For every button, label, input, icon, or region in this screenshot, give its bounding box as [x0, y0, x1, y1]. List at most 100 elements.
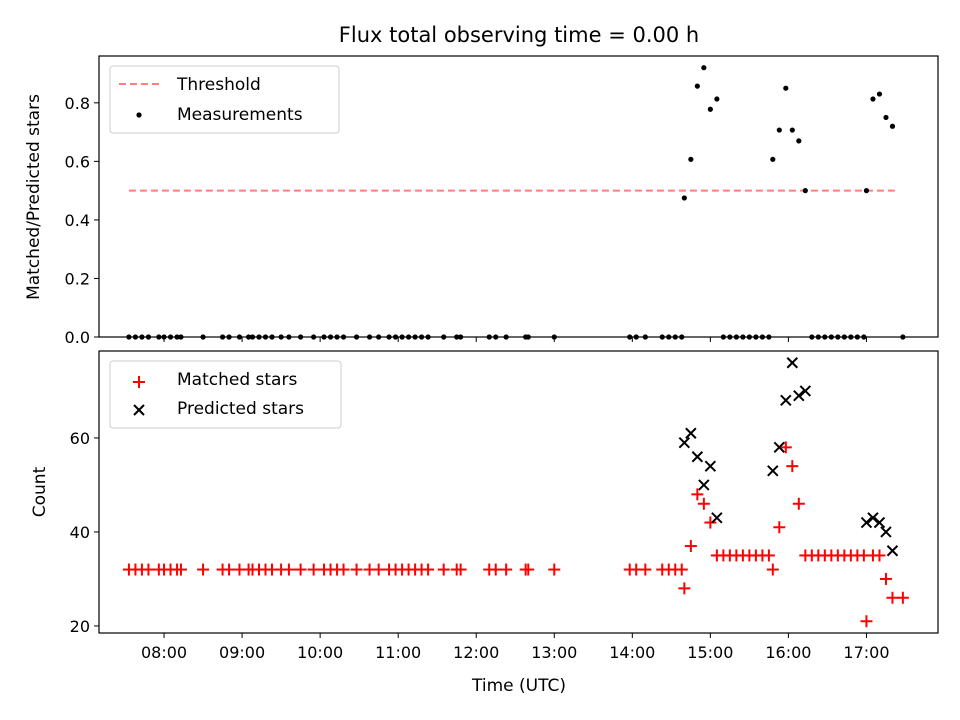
- matched-star-point: [307, 563, 320, 576]
- predicted-star-point: [786, 357, 799, 369]
- top-y-tick-label: 0.6: [65, 152, 90, 171]
- bottom-axes: 20 40 60 08:00 09:00 10:00 11:00 12:00 13:00 14:…: [30, 350, 939, 696]
- predicted-x-b: [678, 436, 691, 449]
- x-tick-label: 08:00: [141, 643, 187, 662]
- measurement-point: [694, 83, 700, 89]
- matched-star-point: [896, 591, 909, 604]
- predicted-x-b: [773, 441, 786, 454]
- legend-matched-swatch: [133, 376, 145, 388]
- legend-predicted-label: Predicted stars: [177, 399, 304, 419]
- matched-star-point: [350, 563, 363, 576]
- bottom-y-tick-label: 60: [70, 429, 90, 448]
- measurement-point: [688, 156, 694, 162]
- measurement-point: [707, 106, 713, 112]
- predicted-star-point: [886, 545, 899, 557]
- top-axes-frame: [98, 55, 939, 338]
- predicted-star-point: [867, 512, 879, 524]
- legend-threshold-label: Threshold: [176, 75, 261, 95]
- bottom-y-tick-label: 20: [70, 617, 90, 636]
- matched-star-point: [773, 521, 786, 534]
- matched-star-point: [779, 441, 792, 454]
- predicted-star-point: [799, 385, 812, 397]
- matched-star-point: [766, 563, 779, 576]
- matched-star-point: [762, 549, 775, 562]
- measurement-point: [802, 188, 808, 194]
- chart-title: Flux total observing time = 0.00 h: [339, 23, 699, 47]
- predicted-x-b: [886, 545, 899, 557]
- legend-matched-label: Matched stars: [177, 370, 297, 390]
- predicted-x-b: [860, 516, 873, 529]
- predicted-x-b: [873, 516, 886, 529]
- x-tick-label: 09:00: [219, 643, 265, 662]
- measurement-point: [783, 85, 789, 91]
- predicted-star-point: [873, 516, 886, 529]
- top-y-tick-label: 0.4: [65, 211, 90, 230]
- predicted-star-point: [773, 441, 786, 454]
- matched-star-point: [639, 563, 652, 576]
- x-axis-label: Time (UTC): [471, 676, 566, 696]
- predicted-star-point: [711, 512, 723, 524]
- predicted-x-b: [880, 526, 892, 538]
- predicted-x-b: [704, 460, 717, 472]
- measurement-point: [883, 114, 889, 121]
- predicted-x-b: [799, 385, 812, 397]
- matched-star-point: [223, 563, 236, 576]
- predicted-x-b: [786, 357, 799, 369]
- x-tick-label: 12:00: [453, 643, 499, 662]
- matched-star-point: [704, 516, 717, 529]
- bottom-y-tick-label: 40: [70, 523, 90, 542]
- predicted-star-point: [880, 526, 892, 538]
- matched-star-point: [197, 563, 210, 576]
- measurement-point: [770, 156, 776, 162]
- predicted-star-point: [698, 479, 710, 491]
- measurement-point: [889, 123, 896, 129]
- measurement-point: [863, 188, 870, 194]
- matched-star-point: [174, 563, 187, 576]
- bottom-legend: Matched stars Predicted stars: [109, 360, 342, 429]
- bottom-legend-box: [109, 360, 342, 429]
- matched-star-point: [684, 540, 697, 553]
- x-tick-label: 16:00: [765, 643, 811, 662]
- predicted-x-b: [793, 389, 805, 402]
- top-axes: 0.00.20.40.60.8 Matched/Predicted stars …: [24, 55, 939, 347]
- predicted-star-point: [793, 389, 805, 402]
- bottom-x-ticks: 08:00 09:00 10:00 11:00 12:00 13:00 14:00 15:00…: [141, 633, 890, 662]
- predicted-star-point: [685, 427, 697, 439]
- legend-predicted-swatch: [133, 404, 145, 416]
- bottom-y-axis-label: Count: [30, 466, 50, 517]
- top-y-ticks: 0.0 0.2 0.4 0.6 0.8: [65, 94, 99, 347]
- matched-star-point: [282, 563, 295, 576]
- measurement-point: [701, 65, 707, 71]
- matched-star-point: [437, 563, 450, 576]
- predicted-x-b: [685, 427, 697, 439]
- predicted-x-b: [698, 479, 710, 491]
- predicted-x-b: [867, 512, 879, 524]
- top-legend-box: [109, 65, 340, 134]
- matched-star-point: [792, 497, 805, 510]
- legend-measurement-swatch: [136, 112, 142, 118]
- measurement-point: [714, 96, 720, 102]
- measurement-point: [870, 96, 876, 102]
- top-y-tick-label: 0.2: [65, 269, 90, 288]
- top-y-tick-label: 0.0: [65, 328, 90, 347]
- matched-star-point: [860, 615, 873, 628]
- matched-star-point: [500, 563, 513, 576]
- top-legend: Threshold Measurements: [109, 65, 340, 134]
- top-x-ticks: [163, 337, 867, 342]
- x-tick-label: 13:00: [531, 643, 577, 662]
- matched-star-point: [422, 563, 435, 576]
- matched-star-point: [337, 563, 350, 576]
- predicted-x-b: [767, 465, 779, 477]
- predicted-star-point: [691, 451, 704, 463]
- measurement-point: [776, 127, 782, 133]
- matched-star-point: [873, 549, 886, 562]
- matched-star-point: [372, 563, 385, 576]
- matched-star-point: [294, 563, 307, 576]
- x-tick-label: 14:00: [609, 643, 655, 662]
- measurement-point: [876, 91, 883, 97]
- predicted-x-b: [711, 512, 723, 524]
- matched-star-point: [454, 563, 467, 576]
- bottom-axes-frame: [98, 350, 939, 634]
- predicted-x-b: [691, 451, 704, 463]
- bottom-y-ticks: 20 40 60: [70, 429, 99, 636]
